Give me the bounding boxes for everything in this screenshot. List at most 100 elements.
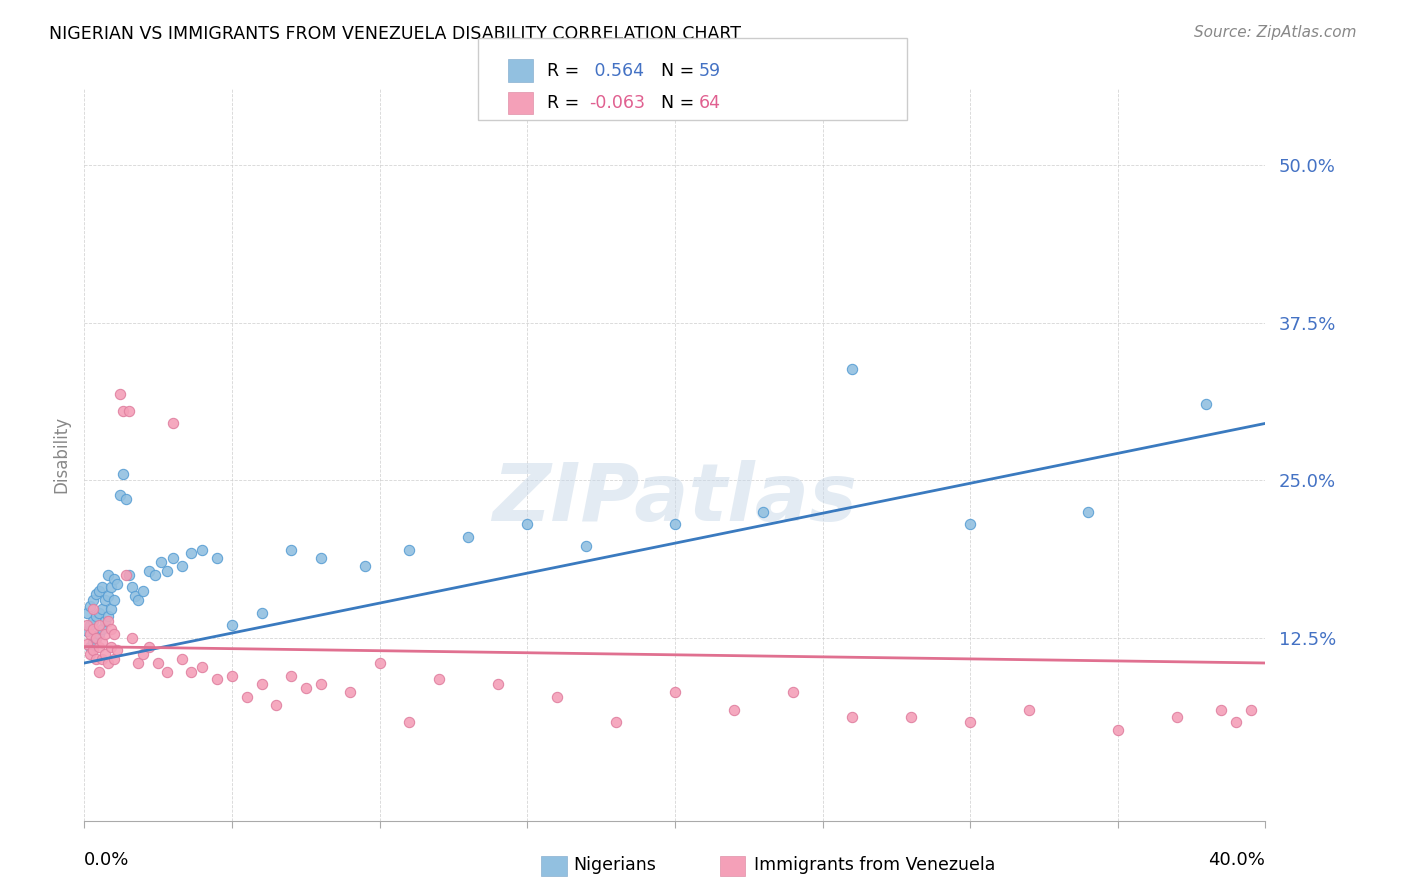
Point [82,615,104,629]
Point [91,634,114,648]
Point [1225,715,1247,730]
Point [150,555,173,569]
Point [87,627,111,641]
Point [457,530,479,544]
Point [250,606,273,620]
Point [108,387,131,401]
Point [368,656,391,670]
Point [114,567,136,582]
Point [207,673,229,687]
Point [191,542,214,557]
Text: 64: 64 [699,94,721,112]
Point [84,587,107,601]
Point [97,615,120,629]
Point [398,715,420,730]
Point [170,558,193,573]
Point [295,681,318,696]
Point [118,404,141,418]
Point [111,404,134,418]
Point [87,665,111,679]
Point [162,551,184,566]
Point [1018,703,1040,717]
Y-axis label: Disability: Disability [52,417,70,493]
Point [105,643,128,657]
Point [1211,703,1233,717]
Point [398,542,420,557]
Text: R =: R = [547,94,585,112]
Point [148,656,170,670]
Point [94,593,117,607]
Point [100,622,122,636]
Point [280,668,302,682]
Point [221,668,243,682]
Point [664,517,686,532]
Point [91,601,114,615]
Point [114,491,136,506]
Point [162,417,184,431]
Text: Nigerians: Nigerians [574,856,657,874]
Point [132,647,155,661]
Point [103,627,125,641]
Text: N =: N = [650,94,699,112]
Point [546,690,568,704]
Point [280,542,302,557]
Text: R =: R = [547,62,585,79]
Point [959,517,981,532]
Point [841,362,863,376]
Point [84,631,107,645]
Point [82,634,104,648]
Point [82,643,104,657]
Point [121,580,143,594]
Point [82,601,104,615]
Point [191,660,214,674]
Point [138,640,160,654]
Point [103,593,125,607]
Text: 0.0%: 0.0% [84,851,129,869]
Point [959,715,981,730]
Text: 0.564: 0.564 [589,62,644,79]
Point [79,618,101,632]
Point [309,677,332,691]
Text: 59: 59 [699,62,721,79]
Point [100,601,122,615]
Point [97,589,120,603]
Point [516,517,538,532]
Point [1166,710,1188,724]
Point [84,652,107,666]
Point [156,665,179,679]
Point [1107,723,1129,737]
Point [900,710,922,724]
Point [108,488,131,502]
Point [170,652,193,666]
Point [103,572,125,586]
Point [180,665,202,679]
Point [782,685,804,699]
Point [127,656,149,670]
Point [605,715,627,730]
Point [100,640,122,654]
Point [87,618,111,632]
Point [100,580,122,594]
Point [427,673,450,687]
Point [1195,397,1218,411]
Point [250,677,273,691]
Point [339,685,361,699]
Point [94,647,117,661]
Point [97,656,120,670]
Point [76,618,98,632]
Point [1077,505,1099,519]
Point [221,618,243,632]
Point [111,467,134,481]
Point [132,584,155,599]
Point [103,652,125,666]
Point [841,710,863,724]
Point [76,624,98,639]
Point [486,677,509,691]
Point [84,609,107,624]
Text: 40.0%: 40.0% [1209,851,1265,869]
Point [84,631,107,645]
Text: ZIPatlas: ZIPatlas [492,459,858,538]
Point [91,580,114,594]
Text: Immigrants from Venezuela: Immigrants from Venezuela [754,856,995,874]
Point [118,567,141,582]
